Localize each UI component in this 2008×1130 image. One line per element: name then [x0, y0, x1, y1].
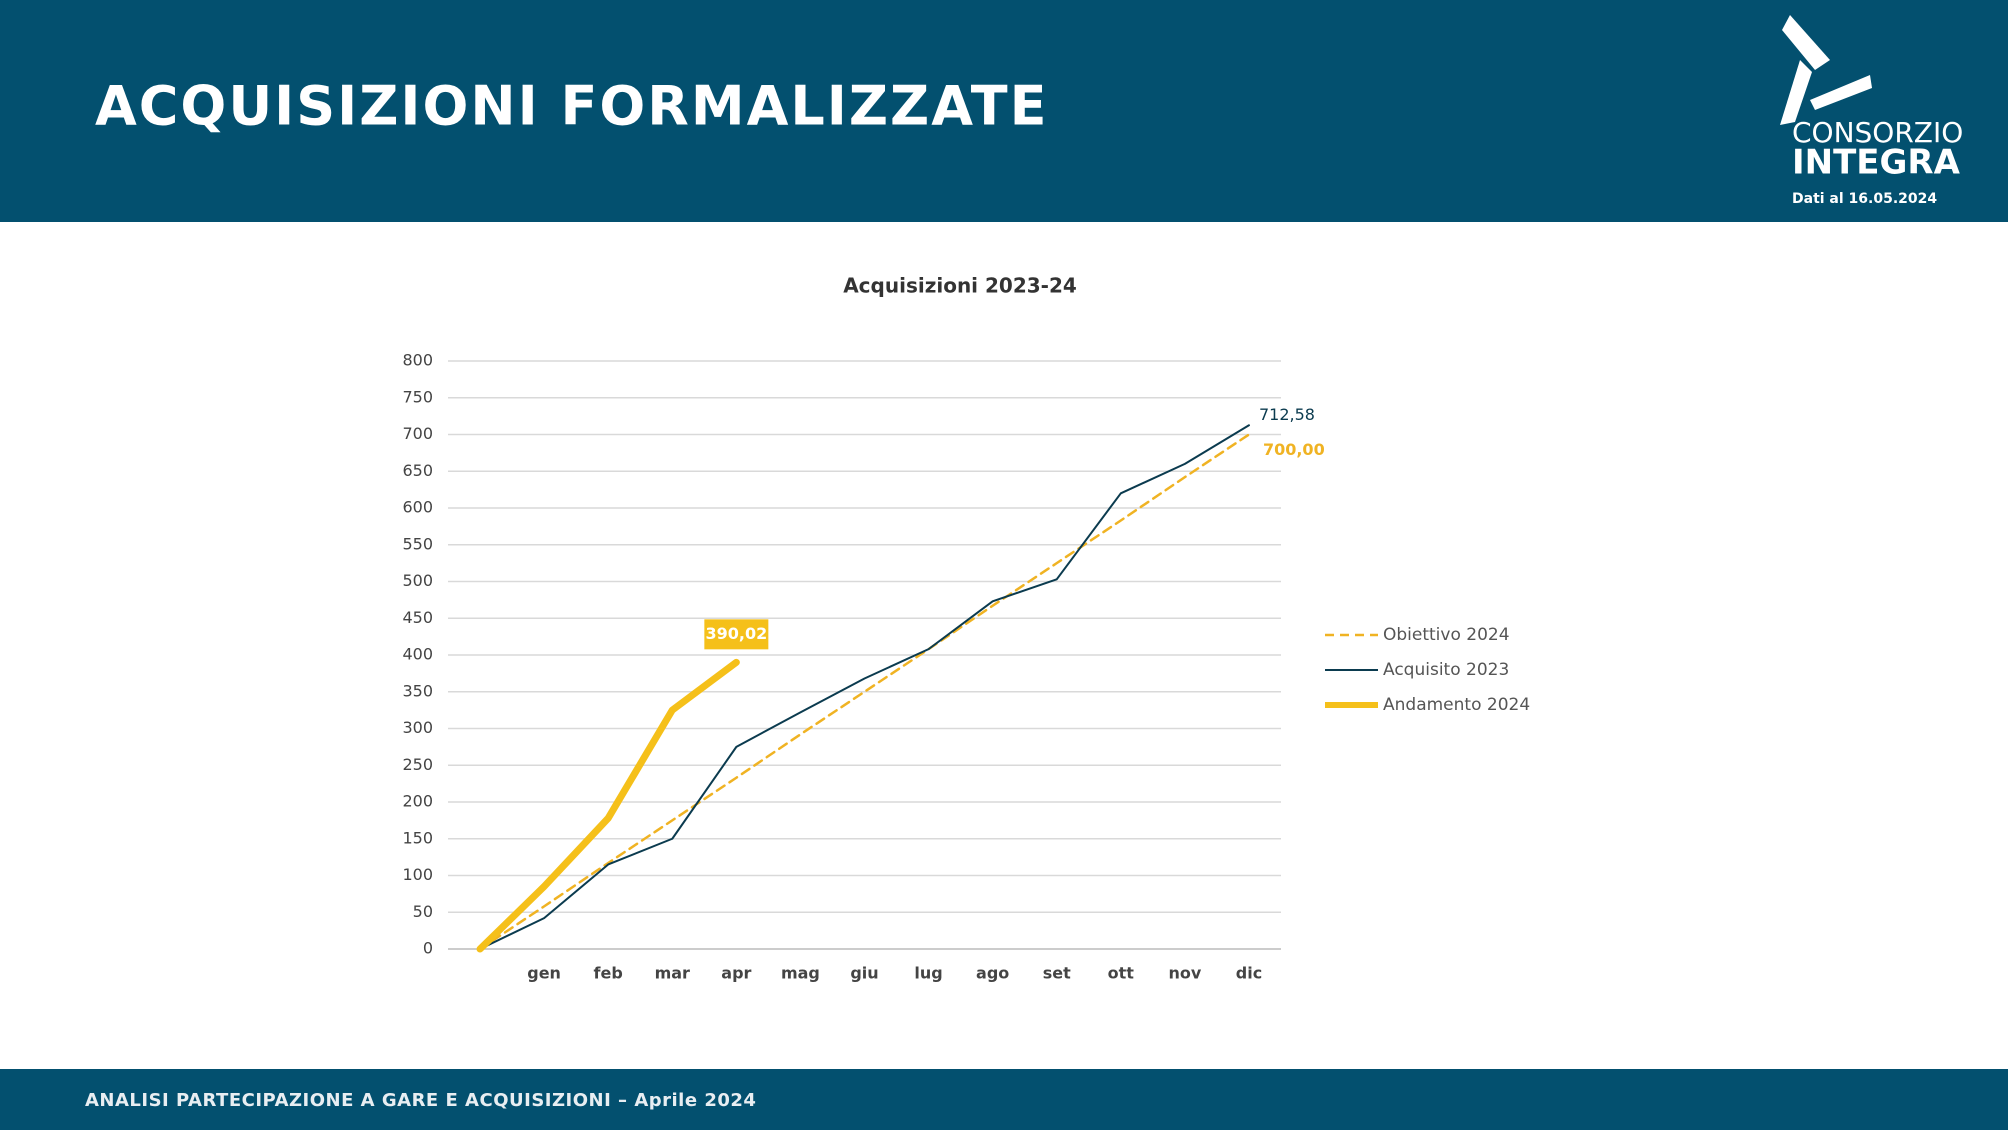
footer-text: ANALISI PARTECIPAZIONE A GARE E ACQUISIZ…: [85, 1090, 756, 1111]
x-tick-label: apr: [721, 964, 751, 983]
y-tick-label: 600: [402, 498, 433, 517]
logo-text: CONSORZIO: [1792, 116, 1963, 149]
legend-label: Andamento 2024: [1383, 695, 1530, 715]
chart-title: Acquisizioni 2023-24: [843, 274, 1077, 298]
header-bar: [0, 0, 2008, 222]
logo-shape: [1782, 15, 1830, 70]
y-tick-label: 300: [402, 718, 433, 737]
y-tick-label: 250: [402, 755, 433, 774]
y-tick-label: 550: [402, 534, 433, 553]
data-label: 700,00: [1263, 440, 1325, 459]
logo-shape: [1780, 60, 1812, 125]
x-tick-label: lug: [914, 964, 942, 983]
x-tick-label: gen: [527, 964, 561, 983]
x-tick-label: mag: [781, 964, 820, 983]
series-line: [476, 658, 740, 953]
y-tick-label: 750: [402, 387, 433, 406]
y-tick-label: 800: [402, 351, 433, 370]
logo-shape: [1810, 75, 1872, 110]
y-tick-label: 700: [402, 424, 433, 443]
y-tick-label: 0: [423, 939, 433, 958]
y-tick-label: 150: [402, 828, 433, 847]
data-label: 712,58: [1259, 405, 1315, 424]
series-line: [479, 424, 1250, 950]
x-tick-label: nov: [1168, 964, 1201, 983]
legend-label: Obiettivo 2024: [1383, 625, 1510, 645]
x-tick-label: mar: [655, 964, 690, 983]
y-tick-label: 100: [402, 865, 433, 884]
logo: [1780, 15, 1872, 125]
y-tick-label: 400: [402, 645, 433, 664]
y-tick-label: 200: [402, 792, 433, 811]
y-tick-label: 650: [402, 461, 433, 480]
y-tick-label: 50: [413, 902, 433, 921]
y-tick-label: 500: [402, 571, 433, 590]
x-tick-label: ago: [976, 964, 1009, 983]
data-label: 390,02: [705, 624, 767, 643]
y-tick-label: 450: [402, 608, 433, 627]
slide-title: ACQUISIZIONI FORMALIZZATE: [95, 75, 1049, 138]
legend-label: Acquisito 2023: [1383, 660, 1509, 680]
x-tick-label: giu: [850, 964, 878, 983]
x-tick-label: ott: [1108, 964, 1135, 983]
x-tick-label: dic: [1236, 964, 1262, 983]
y-tick-label: 350: [402, 681, 433, 700]
label-box: [704, 619, 769, 650]
logo-text: INTEGRA: [1792, 143, 1961, 183]
date-note: Dati al 16.05.2024: [1792, 191, 1937, 207]
x-tick-label: feb: [594, 964, 623, 983]
footer-bar: [0, 1069, 2008, 1130]
x-tick-label: set: [1043, 964, 1071, 983]
series-line: [478, 433, 1251, 951]
